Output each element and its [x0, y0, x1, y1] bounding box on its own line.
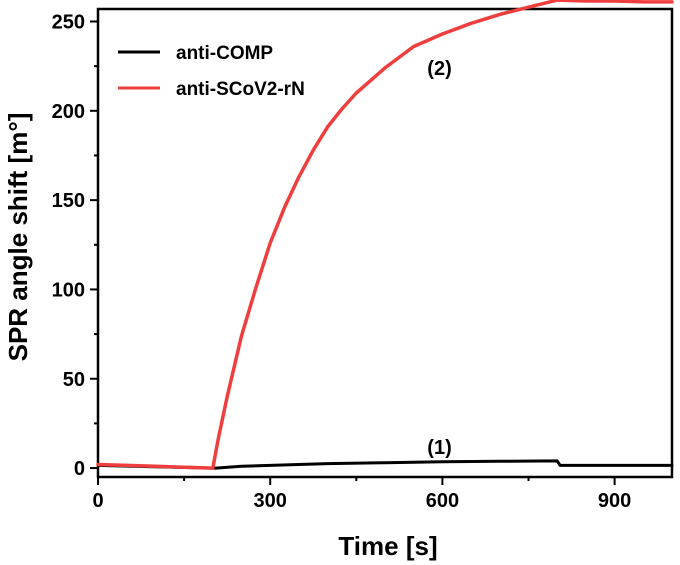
- y-axis-title: SPR angle shift [m°]: [3, 113, 33, 362]
- x-tick-label: 900: [598, 490, 631, 512]
- axes: 0 300 600 900 0 50 100 150 200 250: [52, 7, 674, 512]
- y-tick-label: 0: [74, 458, 85, 480]
- series-line-anti-scov2-rn: [96, 0, 674, 470]
- series-line-anti-comp: [96, 459, 674, 470]
- x-tick-label: 300: [254, 490, 287, 512]
- x-tick-label: 0: [92, 490, 103, 512]
- x-axis-title: Time [s]: [338, 531, 437, 561]
- annotations: (1) (2): [427, 58, 451, 459]
- x-tick-label: 600: [426, 490, 459, 512]
- series-lines: [96, 0, 674, 470]
- y-tick-label: 50: [63, 369, 85, 391]
- annotation-1: (1): [427, 437, 451, 459]
- legend-label-anti-comp: anti-COMP: [176, 43, 273, 64]
- y-tick-label: 250: [52, 12, 85, 34]
- annotation-2: (2): [427, 58, 451, 80]
- y-tick-label: 150: [52, 190, 85, 212]
- y-tick-label: 200: [52, 101, 85, 123]
- y-tick-label: 100: [52, 279, 85, 301]
- legend-label-anti-scov2-rn: anti-SCoV2-rN: [176, 79, 305, 100]
- legend: anti-COMP anti-SCoV2-rN: [118, 43, 305, 100]
- plot-frame: [96, 7, 674, 479]
